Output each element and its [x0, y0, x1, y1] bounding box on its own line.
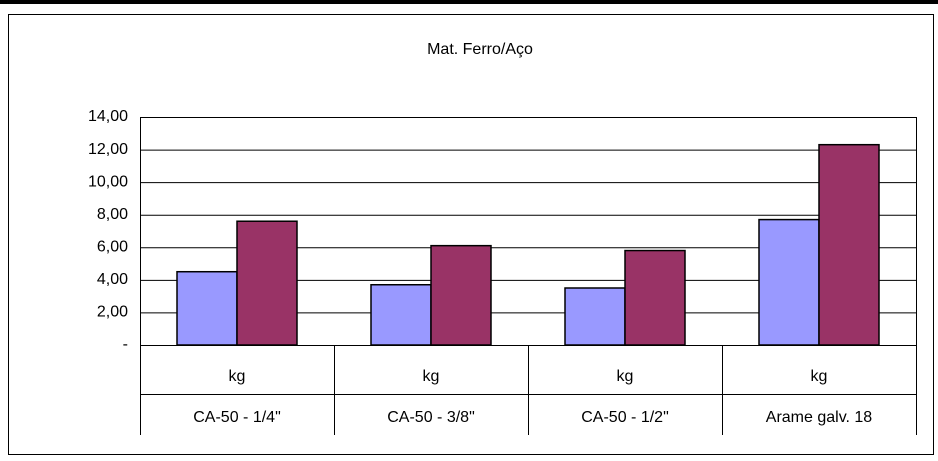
- y-tick-label: 8,00: [97, 206, 128, 223]
- bar: [624, 249, 686, 346]
- y-tick-label: 12,00: [88, 141, 128, 158]
- y-tick-label: -: [123, 336, 128, 353]
- bar: [818, 143, 880, 346]
- chart-title: Mat. Ferro/Aço: [427, 41, 533, 58]
- x-tick-unit: kg: [423, 368, 440, 385]
- bar: [176, 270, 238, 346]
- x-tick-unit: kg: [617, 368, 634, 385]
- y-tick-label: 6,00: [97, 239, 128, 256]
- x-tick-label: CA-50 - 1/2": [581, 409, 669, 426]
- bar: [430, 244, 492, 346]
- x-tick-unit: kg: [811, 368, 828, 385]
- x-tick-label: CA-50 - 3/8": [387, 409, 475, 426]
- bar: [758, 218, 820, 346]
- bar: [370, 283, 432, 346]
- y-tick-label: 10,00: [88, 173, 128, 190]
- top-border: [0, 0, 938, 4]
- x-tick-label: Arame galv. 18: [766, 409, 873, 426]
- bar: [564, 287, 626, 346]
- x-tick-label: CA-50 - 1/4": [193, 409, 281, 426]
- x-tick-unit: kg: [229, 368, 246, 385]
- bar: [236, 220, 298, 346]
- y-tick-label: 14,00: [88, 108, 128, 125]
- y-tick-label: 2,00: [97, 304, 128, 321]
- y-tick-label: 4,00: [97, 271, 128, 288]
